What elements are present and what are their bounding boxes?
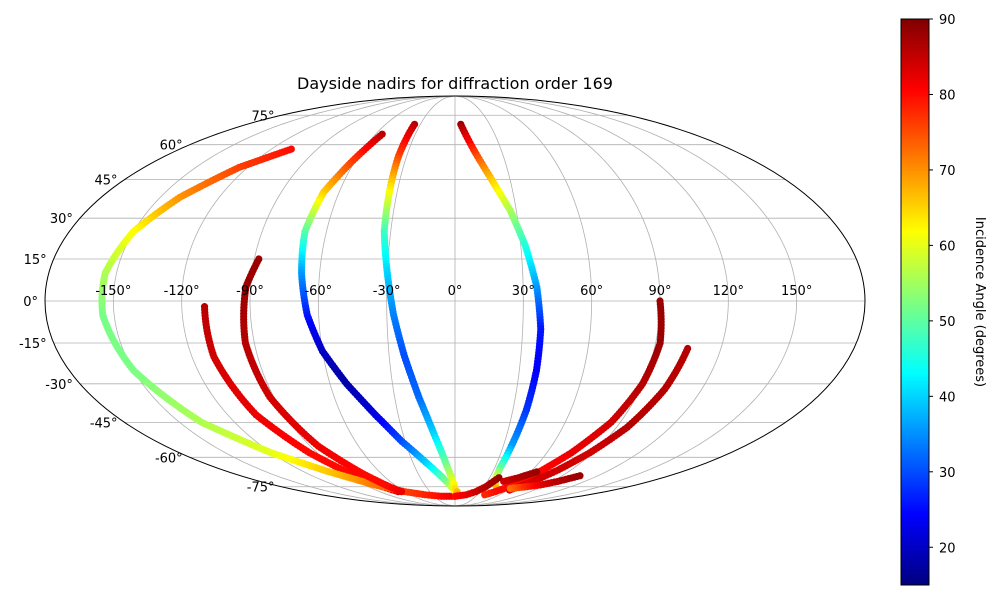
lat-tick-label: 15° xyxy=(24,253,47,268)
data-point xyxy=(481,491,489,499)
data-points xyxy=(98,120,692,500)
colorbar-tick-label: 80 xyxy=(939,88,956,103)
lon-tick-label: 0° xyxy=(448,284,463,299)
lat-tick-label: 60° xyxy=(160,139,183,154)
lon-tick-label: 30° xyxy=(512,284,535,299)
data-point xyxy=(576,472,584,480)
lon-tick-label: -60° xyxy=(304,284,332,299)
lon-tick-labels: -150° -120° -90° -60° -30° 0° 30° 60° 90° 120° 150… xyxy=(95,284,812,299)
map-border xyxy=(44,95,866,507)
lat-tick-label: -75° xyxy=(247,481,275,496)
colorbar-tick-label: 50 xyxy=(939,315,956,330)
lon-tick-label: -120° xyxy=(164,284,200,299)
data-point xyxy=(533,468,541,476)
lon-tick-label: 90° xyxy=(648,284,671,299)
colorbar-ticks: 20 30 40 50 60 70 80 90 xyxy=(929,13,956,556)
lon-tick-label: -30° xyxy=(373,284,401,299)
colorbar-tick-label: 60 xyxy=(939,239,956,254)
lat-tick-label: -15° xyxy=(19,337,47,352)
lat-tick-label: -30° xyxy=(45,378,73,393)
colorbar: 20 30 40 50 60 70 80 90 Incidence Angle (degree… xyxy=(900,13,987,586)
lat-tick-label: 30° xyxy=(50,212,73,227)
lat-tick-labels: 75° 60° 45° 30° 15° 0° -15° -30° -45° -60° -75° xyxy=(19,109,275,495)
colorbar-tick-label: 70 xyxy=(939,164,956,179)
map-area xyxy=(44,95,866,507)
colorbar-tick-label: 20 xyxy=(939,541,956,556)
colorbar-gradient xyxy=(900,18,930,586)
colorbar-tick-label: 40 xyxy=(939,390,956,405)
lat-tick-label: 45° xyxy=(95,174,118,189)
lon-tick-label: 60° xyxy=(580,284,603,299)
data-point xyxy=(397,488,406,496)
lon-tick-label: -150° xyxy=(95,284,131,299)
lat-tick-label: 75° xyxy=(251,109,274,124)
lon-tick-label: 120° xyxy=(713,284,744,299)
lat-tick-label: -60° xyxy=(155,451,183,466)
colorbar-label: Incidence Angle (degrees) xyxy=(972,217,987,387)
lat-tick-label: 0° xyxy=(23,295,38,310)
colorbar-tick-label: 90 xyxy=(939,13,956,28)
lat-tick-label: -45° xyxy=(90,416,118,431)
lon-tick-label: -90° xyxy=(236,284,264,299)
colorbar-tick-label: 30 xyxy=(939,466,956,481)
chart-title: Dayside nadirs for diffraction order 169 xyxy=(297,74,613,93)
lon-tick-label: 150° xyxy=(781,284,812,299)
